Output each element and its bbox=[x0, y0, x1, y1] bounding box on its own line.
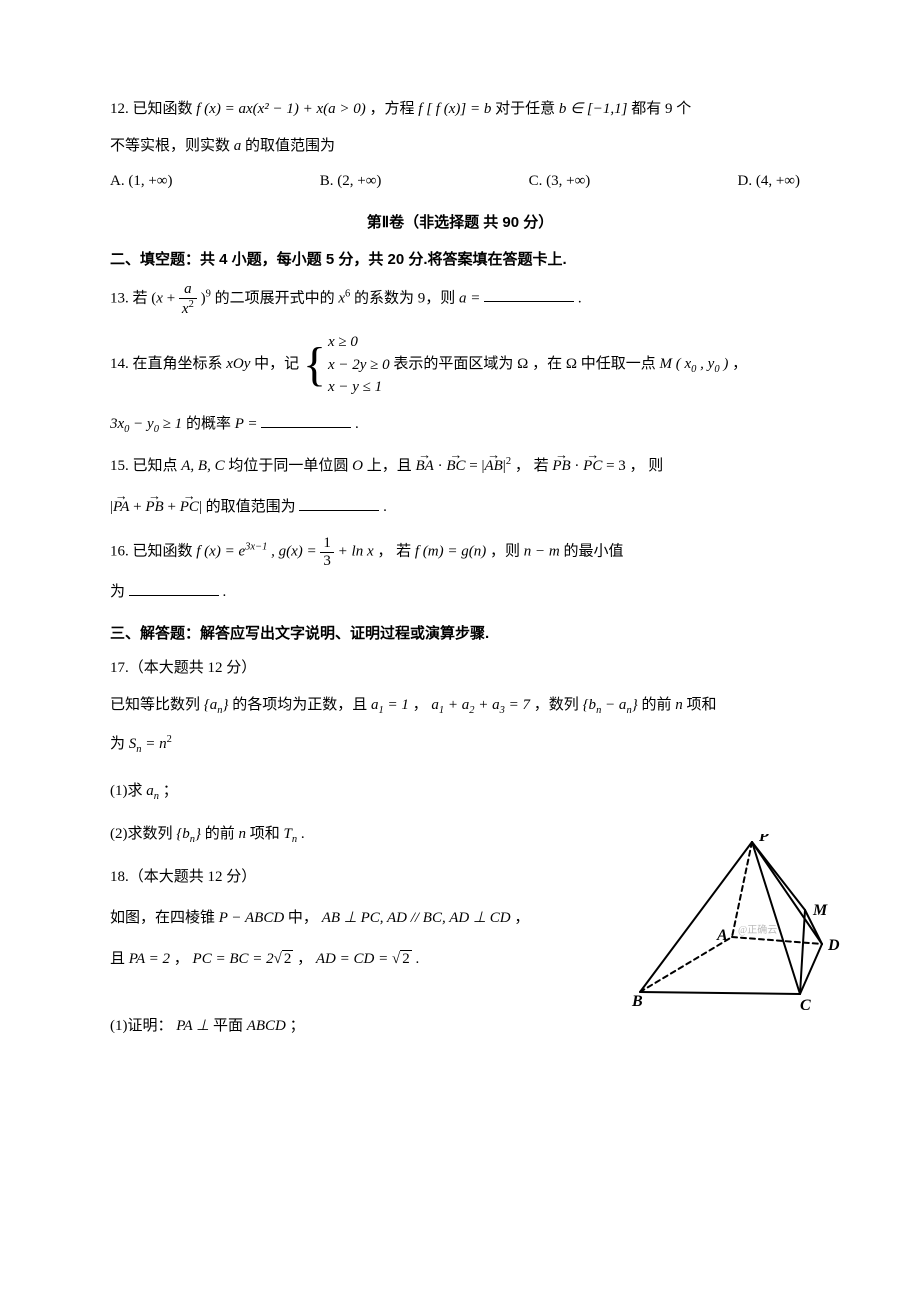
q14-3x0: 3x bbox=[110, 416, 124, 432]
q14-omega1: Ω bbox=[517, 356, 528, 372]
q17: 17.（本大题共 12 分） 已知等比数列 {an} 的各项均为正数，且 a1 … bbox=[110, 655, 810, 850]
q16-pre: 16. 已知函数 bbox=[110, 544, 196, 560]
q12-line2: 不等实根，则实数 a 的取值范围为 bbox=[110, 133, 810, 160]
sqrt2b-icon: √2 bbox=[392, 950, 412, 967]
section3-title: 三、解答题：解答应写出文字说明、证明过程或演算步骤. bbox=[110, 620, 810, 647]
q12-optD[interactable]: D. (4, +∞) bbox=[738, 168, 801, 195]
q12-fx: f (x) = ax(x² − 1) + x(a > 0) bbox=[196, 101, 366, 117]
q18: P M A D B C @正确云 18.（本大题共 12 分） 如图，在四棱锥 … bbox=[110, 864, 810, 1040]
q14-l2post: 的概率 bbox=[186, 416, 235, 432]
q13-a-eq: a = bbox=[459, 290, 480, 306]
vec-BC: BC bbox=[446, 453, 465, 480]
fig-label-C: C bbox=[800, 997, 811, 1014]
q16-f: f (x) = e bbox=[196, 544, 245, 560]
part2-title: 第Ⅱ卷（非选择题 共 90 分） bbox=[110, 209, 810, 236]
q14-line2: 3x0 − y0 ≥ 1 的概率 P = . bbox=[110, 411, 810, 440]
q13-exp: 9 bbox=[206, 288, 211, 299]
q14-M: M ( x bbox=[660, 356, 692, 372]
q16: 16. 已知函数 f (x) = e3x−1 , g(x) = 1 3 + ln… bbox=[110, 535, 810, 606]
q12-options: A. (1, +∞) B. (2, +∞) C. (3, +∞) D. (4, … bbox=[110, 168, 810, 195]
q12-optC[interactable]: C. (3, +∞) bbox=[529, 168, 591, 195]
q14-xoy: xOy bbox=[226, 356, 250, 372]
q17-head: 17.（本大题共 12 分） bbox=[110, 655, 810, 682]
q18-pabcd: P − ABCD bbox=[219, 910, 284, 926]
q12-line1: 12. 已知函数 f (x) = ax(x² − 1) + x(a > 0) ，… bbox=[110, 96, 810, 123]
sqrt2a-icon: √2 bbox=[274, 950, 294, 967]
q14-pre: 14. 在直角坐标系 bbox=[110, 356, 226, 372]
q15: 15. 已知点 A, B, C 均位于同一单位圆 O 上，且 BA · BC =… bbox=[110, 453, 810, 521]
q18-figure: P M A D B C @正确云 bbox=[630, 834, 850, 1029]
q14-mid4: 中任取一点 bbox=[581, 356, 660, 372]
q14-line1: 14. 在直角坐标系 xOy 中，记 { x ≥ 0 x − 2y ≥ 0 x … bbox=[110, 331, 810, 399]
q12-l2post: 的取值范围为 bbox=[245, 138, 335, 154]
q16-line1: 16. 已知函数 f (x) = e3x−1 , g(x) = 1 3 + ln… bbox=[110, 535, 810, 569]
q13-mid: 的二项展开式中的 bbox=[215, 290, 339, 306]
q12-optB[interactable]: B. (2, +∞) bbox=[320, 168, 382, 195]
fig-label-M: M bbox=[812, 902, 828, 919]
q17-l1: 已知等比数列 {an} 的各项均为正数，且 a1 = 1 ， a1 + a2 +… bbox=[110, 692, 810, 721]
fig-label-B: B bbox=[631, 993, 643, 1010]
q12-comp: f [ f (x)] = b bbox=[418, 101, 491, 117]
fig-label-D: D bbox=[827, 937, 840, 954]
q15-line2: |PA + PB + PC| 的取值范围为 . bbox=[110, 494, 810, 521]
q16-blank[interactable] bbox=[129, 581, 219, 596]
q16-fmgn: f (m) = g(n) bbox=[415, 544, 486, 560]
q14-mid2: 表示的平面区域为 bbox=[393, 356, 517, 372]
fig-label-A: A bbox=[716, 927, 728, 944]
q14-omega2: Ω bbox=[566, 356, 577, 372]
lbrace-icon: { bbox=[303, 341, 326, 389]
q16-line2: 为 . bbox=[110, 579, 810, 606]
abs-sum: |PA + PB + PC| bbox=[110, 499, 202, 515]
q12-pre: 12. 已知函数 bbox=[110, 101, 196, 117]
q15-blank[interactable] bbox=[299, 496, 379, 511]
section2-title: 二、填空题：共 4 小题，每小题 5 分，共 20 分.将答案填在答题卡上. bbox=[110, 246, 810, 273]
abs-AB: |AB| bbox=[481, 458, 505, 474]
q14-P: P = bbox=[235, 416, 258, 432]
q12: 12. 已知函数 f (x) = ax(x² − 1) + x(a > 0) ，… bbox=[110, 96, 810, 195]
q15-pre: 15. 已知点 bbox=[110, 458, 181, 474]
q13-post: 的系数为 9，则 bbox=[354, 290, 459, 306]
q14: 14. 在直角坐标系 xOy 中，记 { x ≥ 0 x − 2y ≥ 0 x … bbox=[110, 331, 810, 439]
vec-BA: BA bbox=[415, 453, 433, 480]
q16-frac: 1 3 bbox=[320, 535, 334, 569]
q13-x6: x bbox=[338, 290, 345, 306]
q12-mid2: 对于任意 bbox=[495, 101, 559, 117]
vec-PC: PC bbox=[583, 453, 602, 480]
q13-blank[interactable] bbox=[484, 287, 574, 302]
q12-l2pre: 不等实根，则实数 bbox=[110, 138, 234, 154]
q14-mid1: 中，记 bbox=[254, 356, 303, 372]
q15-abc: A, B, C bbox=[181, 458, 224, 474]
q17-l2: 为 Sn = n2 bbox=[110, 731, 810, 760]
q15-line1: 15. 已知点 A, B, C 均位于同一单位圆 O 上，且 BA · BC =… bbox=[110, 453, 810, 480]
q16-nm: n − m bbox=[524, 544, 560, 560]
q12-tail1: 都有 9 个 bbox=[631, 101, 691, 117]
q12-optA[interactable]: A. (1, +∞) bbox=[110, 168, 173, 195]
fig-label-P: P bbox=[758, 834, 769, 845]
q13-frac: a x2 bbox=[179, 281, 197, 317]
q12-mid1: ，方程 bbox=[370, 101, 419, 117]
q12-bset: b ∈ [−1,1] bbox=[559, 101, 628, 117]
q14-system: { x ≥ 0 x − 2y ≥ 0 x − y ≤ 1 bbox=[303, 331, 390, 399]
q12-a: a bbox=[234, 138, 242, 154]
vec-PB: PB bbox=[552, 453, 570, 480]
q14-mid3: ，在 bbox=[532, 356, 566, 372]
q17-p1: (1)求 an ； bbox=[110, 778, 810, 807]
q13-end: . bbox=[578, 290, 582, 306]
watermark: @正确云 bbox=[738, 922, 777, 940]
q13-pre: 13. 若 bbox=[110, 290, 151, 306]
q14-blank[interactable] bbox=[261, 413, 351, 428]
q13: 13. 若 (x + a x2 )9 的二项展开式中的 x6 的系数为 9，则 … bbox=[110, 281, 810, 317]
